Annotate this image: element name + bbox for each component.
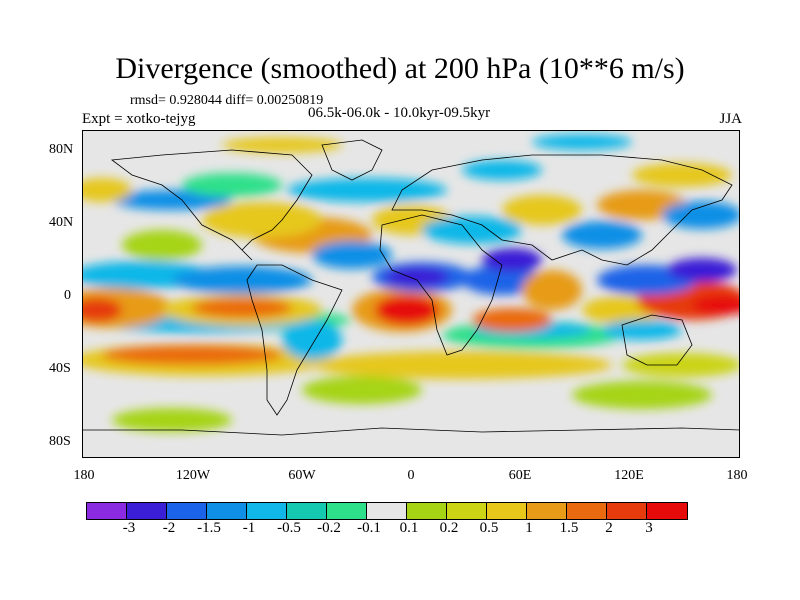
colorbar-box — [447, 503, 487, 519]
colorbar-label: -1 — [242, 520, 256, 536]
field-patch — [302, 376, 422, 404]
colorbar-box — [327, 503, 367, 519]
field-patch — [82, 298, 122, 322]
field-patch — [502, 195, 582, 225]
lon-label-60e: 60E — [508, 468, 532, 483]
colorbar — [86, 502, 688, 520]
field-patch — [422, 216, 522, 244]
field-patch — [667, 258, 737, 282]
field-patch — [622, 353, 740, 377]
divergence-field — [82, 134, 740, 432]
field-patch — [312, 241, 392, 269]
colorbar-box — [527, 503, 567, 519]
colorbar-label: 0.2 — [439, 520, 459, 536]
colorbar-label: -0.5 — [277, 520, 301, 536]
field-patch — [172, 266, 312, 294]
colorbar-label: 0.5 — [479, 520, 499, 536]
field-patch — [562, 221, 642, 249]
colorbar-box — [287, 503, 327, 519]
colorbar-box — [487, 503, 527, 519]
colorbar-box — [247, 503, 287, 519]
field-patch — [312, 351, 612, 379]
colorbar-box — [607, 503, 647, 519]
colorbar-label: 1 — [525, 520, 533, 536]
colorbar-label: 3 — [645, 520, 653, 536]
field-patch — [632, 163, 732, 187]
colorbar-label: -0.1 — [357, 520, 381, 536]
field-patch — [102, 345, 282, 365]
lat-label-40s: 40S — [49, 361, 71, 376]
field-patch — [375, 295, 439, 325]
lon-label-0: 0 — [407, 468, 415, 483]
colorbar-label: -1.5 — [197, 520, 221, 536]
colorbar-box — [567, 503, 607, 519]
colorbar-box — [647, 503, 687, 519]
colorbar-label: 2 — [605, 520, 613, 536]
north-america-coast — [110, 149, 313, 261]
field-patch — [287, 178, 447, 202]
divergence-map — [82, 130, 740, 458]
lon-label-60w: 60W — [288, 468, 316, 483]
colorbar-box — [407, 503, 447, 519]
lon-label-180w: 180 — [73, 468, 95, 483]
season-label: JJA — [719, 111, 742, 127]
lon-label-120e: 120E — [614, 468, 644, 483]
colorbar-label: 1.5 — [559, 520, 579, 536]
lon-label-120w: 120W — [175, 468, 211, 483]
colorbar-box — [207, 503, 247, 519]
lat-label-40n: 40N — [49, 215, 74, 230]
lat-label-80n: 80N — [49, 142, 74, 157]
field-patch — [462, 160, 542, 180]
colorbar-label: -3 — [122, 520, 136, 536]
field-patch — [182, 173, 282, 197]
colorbar-box — [127, 503, 167, 519]
colorbar-box — [87, 503, 127, 519]
field-patch — [522, 270, 582, 310]
field-patch — [472, 308, 552, 332]
field-patch — [692, 295, 740, 315]
field-patch — [192, 298, 292, 318]
map-title: Divergence (smoothed) at 200 hPa (10**6 … — [115, 52, 685, 85]
field-patch — [662, 201, 740, 229]
africa-coast — [379, 214, 503, 356]
south-america-coast — [246, 264, 343, 416]
field-patch — [572, 381, 712, 409]
colorbar-label: -0.2 — [317, 520, 341, 536]
colorbar-box — [367, 503, 407, 519]
lon-label-180e: 180 — [726, 468, 748, 483]
lat-label-0: 0 — [64, 288, 71, 303]
field-patch — [602, 320, 682, 340]
lat-label-80s: 80S — [49, 434, 71, 449]
field-patch — [532, 134, 632, 150]
australia-coast — [621, 314, 693, 366]
field-patch — [82, 178, 132, 202]
field-patch — [462, 265, 542, 295]
field-patch — [282, 320, 342, 360]
eurasia-coast — [391, 154, 733, 266]
colorbar-box — [167, 503, 207, 519]
field-patch — [222, 137, 342, 153]
statistics-text: rmsd= 0.928044 diff= 0.00250819 — [130, 93, 324, 108]
field-patch — [112, 408, 232, 432]
antarctica-coast — [82, 427, 740, 436]
colorbar-label: 0.1 — [399, 520, 419, 536]
field-patch — [385, 267, 449, 287]
experiment-label: Expt = xotko-tejyg — [82, 111, 196, 127]
field-patch — [112, 190, 232, 210]
field-patch — [202, 202, 322, 238]
period-label: 06.5k-06.0k - 10.0kyr-09.5kyr — [308, 105, 491, 121]
greenland-coast — [321, 139, 383, 181]
field-patch — [482, 248, 542, 272]
coastlines — [82, 139, 740, 436]
field-patch — [122, 230, 202, 260]
colorbar-label: -2 — [162, 520, 176, 536]
